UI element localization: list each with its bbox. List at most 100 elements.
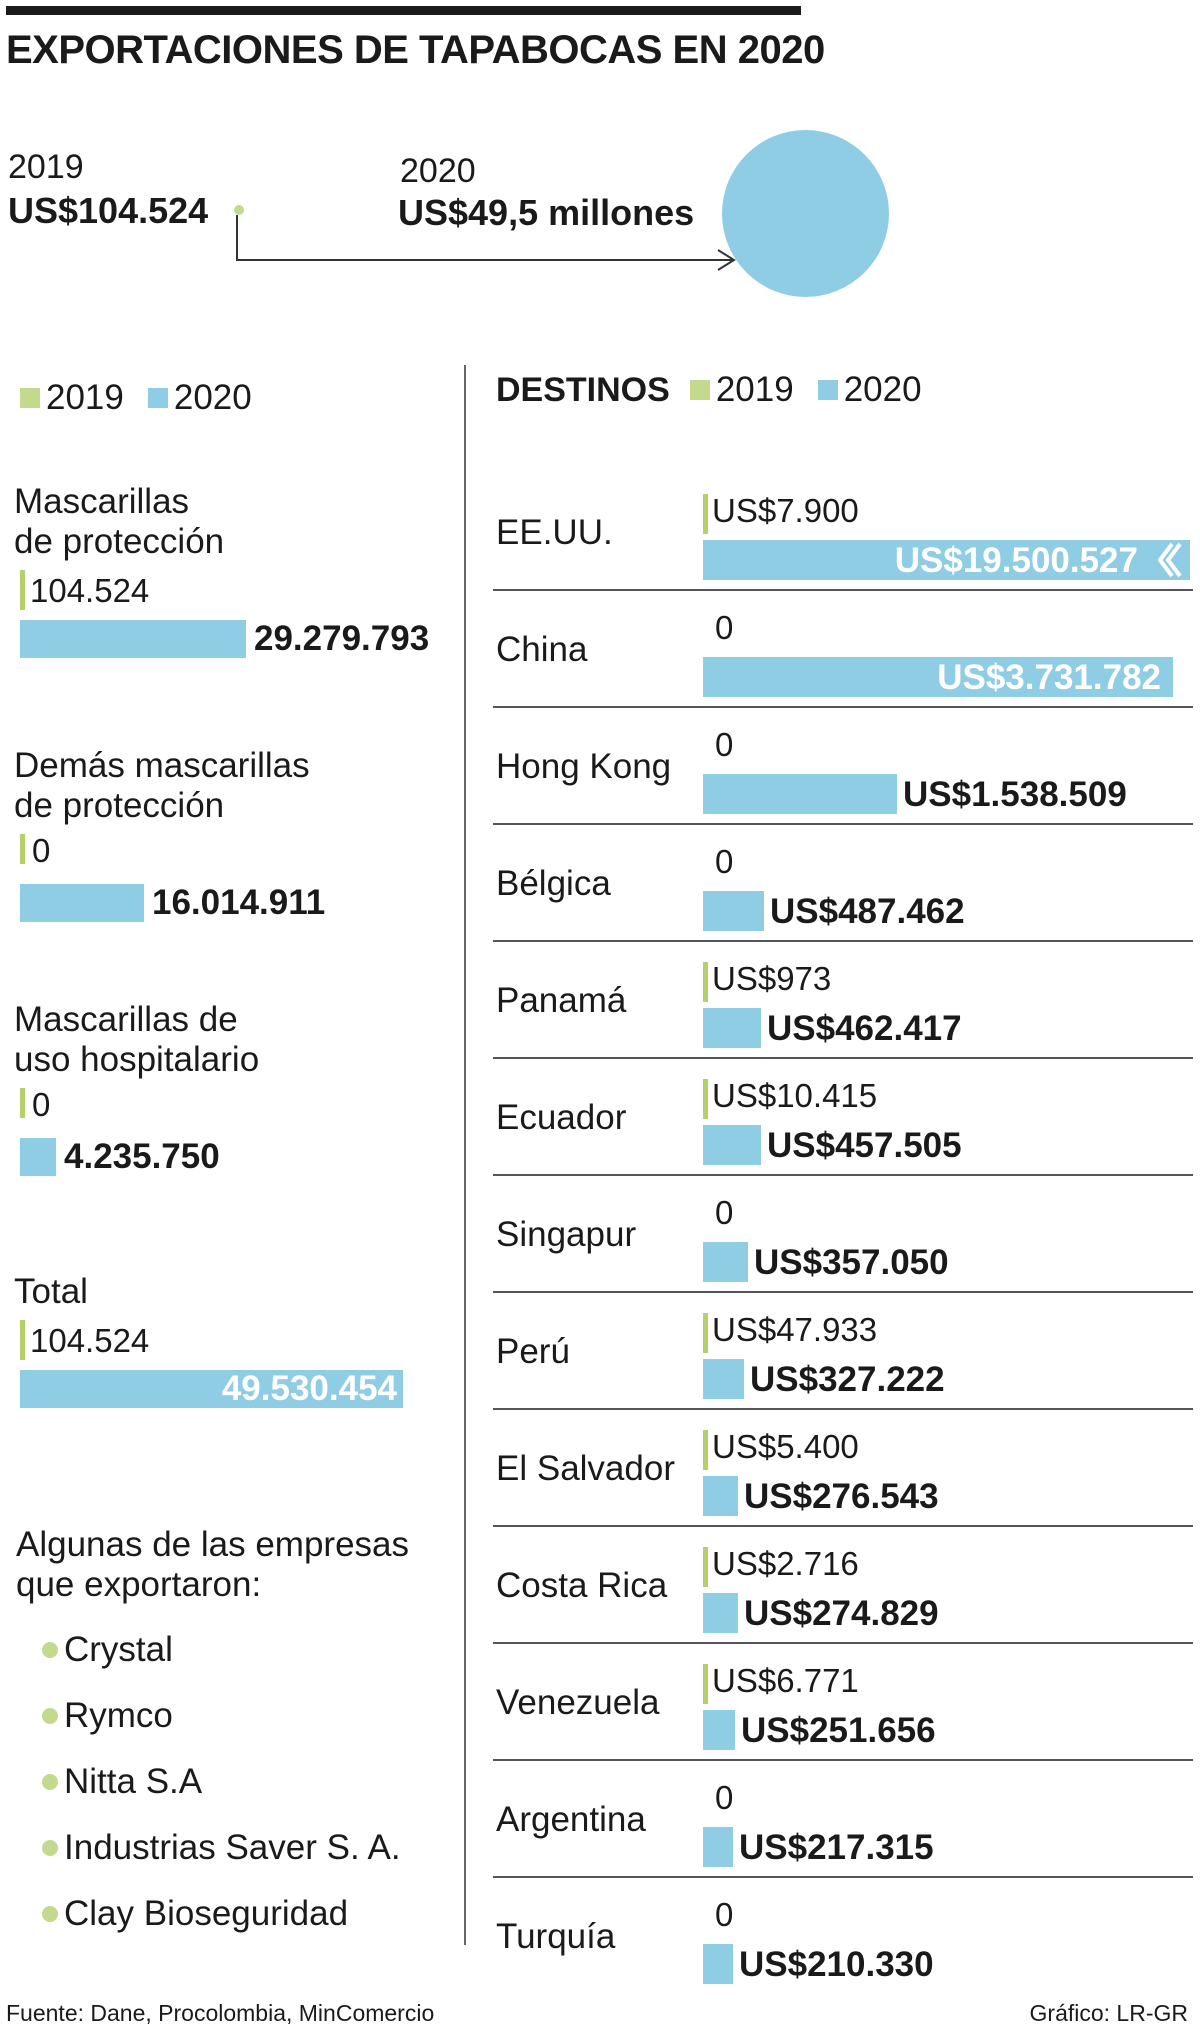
company-name: Industrias Saver S. A. <box>64 1828 401 1867</box>
bar-2019 <box>703 494 708 534</box>
destinos-legend-swatch-2019 <box>689 380 710 400</box>
row-divider <box>493 1525 1193 1527</box>
legend-label-2020: 2020 <box>173 378 252 417</box>
value-label-2019: US$973 <box>712 960 832 997</box>
bullet-icon <box>42 1642 58 1658</box>
row-divider <box>493 1291 1193 1293</box>
bar-2020 <box>703 1125 761 1165</box>
country-label: Perú <box>496 1332 570 1371</box>
bar-2020 <box>20 1138 56 1176</box>
bar-2020 <box>703 540 1190 580</box>
bar-2019 <box>20 570 25 610</box>
legend-swatch-2019 <box>20 388 40 408</box>
bar-2020 <box>703 1476 738 1516</box>
destinos-heading: DESTINOS <box>496 370 670 409</box>
value-label-2020: 49.530.454 <box>221 1369 397 1408</box>
value-label-2019: 104.524 <box>30 572 150 609</box>
country-label: Hong Kong <box>496 747 672 786</box>
value-label-2020: US$251.656 <box>741 1711 936 1750</box>
row-divider <box>493 1408 1193 1410</box>
bar-2020 <box>703 1944 733 1984</box>
value-label-2020: US$3.731.782 <box>937 658 1161 697</box>
bar-2020 <box>703 1593 738 1633</box>
bar-2019 <box>703 1430 708 1470</box>
bar-2019 <box>703 1664 708 1704</box>
destinos-legend: DESTINOS 2019 2020 <box>496 370 922 410</box>
value-label-2020: US$487.462 <box>770 892 965 931</box>
summary-2020-circle <box>722 130 889 297</box>
summary-year-2020: 2020 <box>400 152 476 190</box>
country-label: China <box>496 630 588 669</box>
value-label-2019: US$2.716 <box>712 1545 859 1582</box>
value-label-2019: 0 <box>715 1896 734 1933</box>
row-divider <box>493 823 1193 825</box>
legend-label-2019: 2019 <box>46 378 124 417</box>
company-name: Crystal <box>64 1630 173 1669</box>
value-label-2020: 16.014.911 <box>152 883 326 922</box>
bar-2019 <box>703 1079 708 1119</box>
bar-2020 <box>703 1827 733 1867</box>
value-label-2019: US$5.400 <box>712 1428 859 1465</box>
value-label-2020: US$210.330 <box>739 1945 934 1984</box>
bullet-icon <box>42 1774 58 1790</box>
legend-swatch-2020 <box>147 388 168 408</box>
bar-2019 <box>703 962 708 1002</box>
country-label: El Salvador <box>496 1449 675 1488</box>
country-label: Ecuador <box>496 1098 627 1137</box>
value-label-2020: US$217.315 <box>739 1828 934 1867</box>
value-label-2020: US$19.500.527 <box>894 541 1138 580</box>
value-label-2019: US$47.933 <box>712 1311 878 1348</box>
summary-value-2020: US$49,5 millones <box>398 192 695 233</box>
value-label-2019: 0 <box>32 1086 51 1123</box>
growth-arrow-icon <box>236 215 736 271</box>
destinos-legend-label-2019: 2019 <box>715 370 794 409</box>
value-label-2019: 0 <box>715 726 734 763</box>
value-label-2019: 0 <box>715 1779 734 1816</box>
footer-source: Fuente: Dane, Procolombia, MinComercio <box>6 2000 435 2026</box>
category-label: Mascarillas de uso hospitalario <box>14 1000 260 1079</box>
value-label-2019: 0 <box>715 1194 734 1231</box>
axis-break-icon <box>1157 542 1182 578</box>
value-label-2020: US$1.538.509 <box>903 775 1127 814</box>
bar-2020 <box>20 620 246 658</box>
column-divider <box>464 365 466 1945</box>
country-label: EE.UU. <box>496 513 613 552</box>
company-name: Clay Bioseguridad <box>64 1894 349 1933</box>
row-divider <box>493 1174 1193 1176</box>
company-name: Rymco <box>64 1696 173 1735</box>
bar-2020 <box>20 884 144 922</box>
company-item: Rymco <box>42 1696 173 1736</box>
destinos-legend-swatch-2020 <box>817 380 838 400</box>
row-divider <box>493 706 1193 708</box>
country-label: Bélgica <box>496 864 611 903</box>
row-divider <box>493 1057 1193 1059</box>
title-rule <box>6 6 801 15</box>
bullet-icon <box>42 1840 58 1856</box>
summary-value-2019: US$104.524 <box>8 190 209 231</box>
bullet-icon <box>42 1906 58 1922</box>
category-label: Total <box>14 1272 88 1311</box>
row-divider <box>493 1759 1193 1761</box>
value-label-2020: 4.235.750 <box>64 1137 220 1176</box>
category-label: Demás mascarillas de protección <box>14 746 310 825</box>
company-name: Nitta S.A <box>64 1762 203 1801</box>
row-divider <box>493 940 1193 942</box>
value-label-2019: 104.524 <box>30 1322 150 1359</box>
companies-heading: Algunas de las empresas que exportaron: <box>16 1525 409 1604</box>
bar-2019 <box>20 834 25 864</box>
left-legend: 2019 2020 <box>20 378 252 418</box>
bar-2020 <box>703 1710 735 1750</box>
country-label: Turquía <box>496 1917 616 1956</box>
value-label-2019: 0 <box>715 843 734 880</box>
value-label-2019: US$6.771 <box>712 1662 859 1699</box>
bar-2020 <box>703 1242 748 1282</box>
value-label-2019: US$10.415 <box>712 1077 878 1114</box>
bar-2020 <box>703 891 764 931</box>
category-label: Mascarillas de protección <box>14 482 225 561</box>
page-title: EXPORTACIONES DE TAPABOCAS EN 2020 <box>6 28 825 72</box>
company-item: Industrias Saver S. A. <box>42 1828 401 1868</box>
row-divider <box>493 1642 1193 1644</box>
value-label-2020: US$274.829 <box>744 1594 939 1633</box>
company-item: Nitta S.A <box>42 1762 202 1802</box>
company-item: Clay Bioseguridad <box>42 1894 348 1934</box>
